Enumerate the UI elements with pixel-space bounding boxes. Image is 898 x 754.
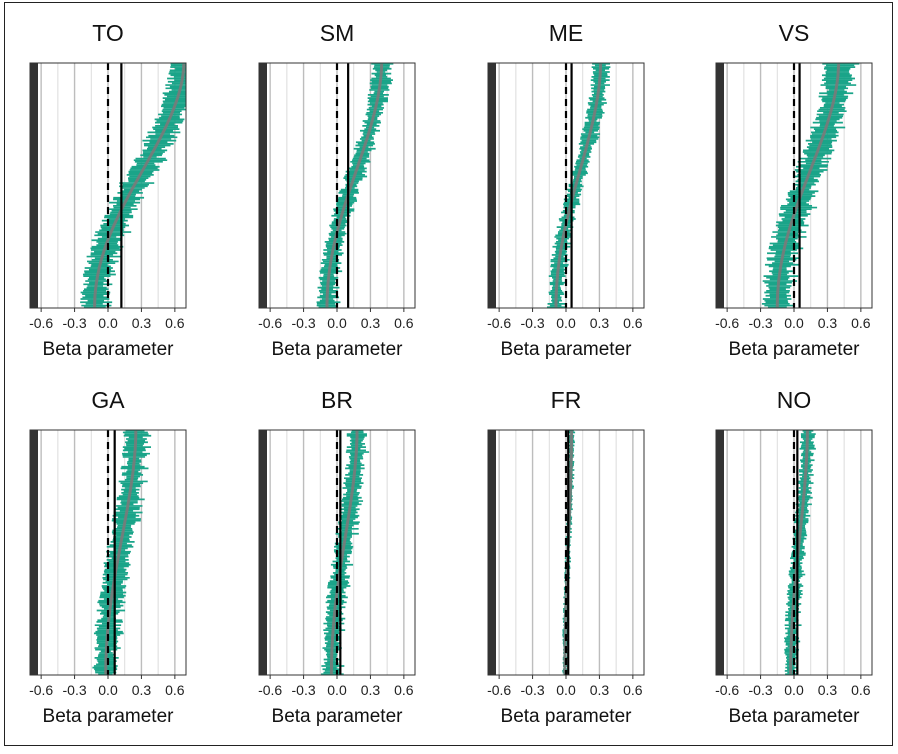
x-tick-label: 0.3 — [132, 682, 152, 698]
panel-title: FR — [551, 387, 582, 413]
x-tick-label: -0.6 — [29, 315, 53, 331]
x-axis-label: Beta parameter — [272, 339, 404, 360]
x-tick-label: 0.3 — [132, 315, 152, 331]
left-bar — [30, 430, 38, 675]
x-axis-label: Beta parameter — [501, 339, 633, 360]
panel-title: GA — [91, 387, 125, 413]
x-tick-label: 0.0 — [98, 315, 118, 331]
panel-title: SM — [320, 20, 355, 46]
x-tick-label: 0.3 — [818, 315, 838, 331]
panel-title: VS — [779, 20, 810, 46]
x-tick-label: 0.3 — [361, 682, 381, 698]
x-tick-label: 0.0 — [327, 315, 347, 331]
x-tick-label: 0.6 — [623, 315, 643, 331]
x-tick-label: 0.0 — [556, 682, 576, 698]
x-tick-label: -0.3 — [521, 682, 545, 698]
panel-to: TO -0.6 -0.3 0.0 0.3 0.6 Beta parameter — [29, 20, 187, 360]
x-tick-label: 0.6 — [623, 682, 643, 698]
panel-sm: SM -0.6 -0.3 0.0 0.3 0.6 Beta parameter — [258, 20, 416, 360]
x-axis-label: Beta parameter — [729, 339, 861, 360]
panel-fr: FR -0.6 -0.3 0.0 0.3 0.6 Beta parameter — [487, 387, 645, 727]
estimate-trace — [325, 63, 384, 308]
x-tick-label: 0.0 — [327, 682, 347, 698]
x-tick-label: 0.6 — [394, 682, 414, 698]
x-tick-label: -0.3 — [749, 682, 773, 698]
x-tick-label: -0.6 — [29, 682, 53, 698]
estimate-trace — [104, 430, 138, 675]
left-bar — [259, 63, 267, 308]
x-tick-label: 0.6 — [165, 682, 185, 698]
x-tick-label: 0.3 — [818, 682, 838, 698]
x-tick-label: -0.3 — [521, 315, 545, 331]
panel-title: BR — [321, 387, 353, 413]
x-tick-label: -0.3 — [292, 315, 316, 331]
panel-title: NO — [777, 387, 812, 413]
x-tick-label: 0.3 — [590, 682, 610, 698]
estimate-trace — [329, 430, 359, 675]
x-axis-label: Beta parameter — [43, 339, 175, 360]
left-bar — [259, 430, 267, 675]
x-tick-label: -0.6 — [487, 682, 511, 698]
x-tick-label: -0.6 — [258, 315, 282, 331]
x-axis-label: Beta parameter — [729, 706, 861, 727]
x-tick-label: 0.0 — [98, 682, 118, 698]
panel-title: TO — [92, 20, 124, 46]
x-tick-label: 0.6 — [394, 315, 414, 331]
panel-no: NO -0.6 -0.3 0.0 0.3 0.6 Beta parameter — [715, 387, 873, 727]
panel-ga: GA -0.6 -0.3 0.0 0.3 0.6 Beta parameter — [29, 387, 187, 727]
x-tick-label: -0.3 — [63, 682, 87, 698]
left-bar — [716, 63, 724, 308]
x-tick-label: 0.0 — [784, 315, 804, 331]
x-axis-label: Beta parameter — [501, 706, 633, 727]
left-bar — [30, 63, 38, 308]
x-tick-label: 0.3 — [590, 315, 610, 331]
estimate-trace — [775, 63, 841, 308]
x-tick-label: -0.3 — [292, 682, 316, 698]
x-tick-label: -0.3 — [749, 315, 773, 331]
x-tick-label: -0.6 — [487, 315, 511, 331]
x-tick-label: -0.6 — [258, 682, 282, 698]
x-tick-label: 0.3 — [361, 315, 381, 331]
x-axis-label: Beta parameter — [272, 706, 404, 727]
x-tick-label: 0.6 — [851, 682, 871, 698]
left-bar — [488, 430, 496, 675]
x-axis-label: Beta parameter — [43, 706, 175, 727]
estimate-trace — [93, 63, 186, 308]
panel-vs: VS -0.6 -0.3 0.0 0.3 0.6 Beta parameter — [715, 20, 873, 360]
x-tick-label: 0.6 — [851, 315, 871, 331]
panel-title: ME — [549, 20, 584, 46]
left-bar — [488, 63, 496, 308]
x-tick-label: 0.6 — [165, 315, 185, 331]
x-tick-label: -0.6 — [715, 315, 739, 331]
x-tick-label: 0.0 — [784, 682, 804, 698]
panel-me: ME -0.6 -0.3 0.0 0.3 0.6 Beta parameter — [487, 20, 645, 360]
estimate-trace — [554, 63, 602, 308]
panel-br: BR -0.6 -0.3 0.0 0.3 0.6 Beta parameter — [258, 387, 416, 727]
left-bar — [716, 430, 724, 675]
x-tick-label: -0.6 — [715, 682, 739, 698]
x-tick-label: -0.3 — [63, 315, 87, 331]
x-tick-label: 0.0 — [556, 315, 576, 331]
